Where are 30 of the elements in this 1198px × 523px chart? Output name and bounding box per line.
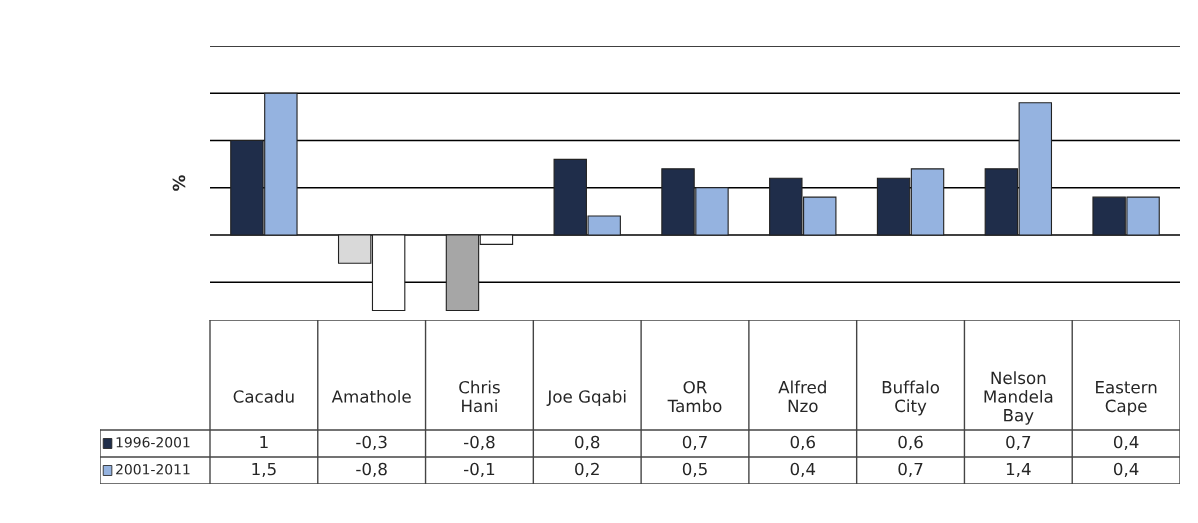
x-tick-label: Alfred Nzo [778, 380, 826, 413]
data-label: 0,4 [790, 462, 816, 478]
data-label: 0,7 [898, 462, 923, 478]
data-label: 0,7 [682, 435, 707, 451]
data-label: 0,7 [1006, 435, 1031, 451]
x-tick-label: Nelson Mandela Bay [984, 371, 1053, 425]
data-label: 0,2 [575, 462, 599, 478]
data-label: 0,4 [1113, 462, 1139, 478]
data-label: 1,5 [252, 462, 276, 478]
data-label: 1,4 [1006, 462, 1031, 478]
x-tick-label: OR Tambo [667, 380, 722, 413]
legend-label: 2001-2011 [116, 464, 190, 475]
legend-label: 1996-2001 [116, 437, 190, 448]
data-label: 0,4 [1113, 435, 1139, 451]
data-label: -0,8 [464, 435, 495, 451]
data-label: 0,5 [682, 462, 707, 478]
data-label: 0,6 [790, 435, 815, 451]
x-tick-label: Buffalo City [882, 380, 940, 416]
data-label: 0,6 [898, 435, 923, 451]
x-tick-label: Eastern Cape [1096, 381, 1157, 416]
x-tick-label: Chris Hani [459, 380, 500, 413]
data-label: 1 [260, 435, 268, 449]
x-tick-label: Cacadu [233, 389, 294, 403]
data-label: 0,8 [575, 435, 600, 451]
data-label: -0,8 [356, 462, 387, 478]
x-tick-label: Amathole [331, 389, 411, 403]
y-axis-title: % [172, 175, 186, 191]
x-tick-label: Joe Gqabi [546, 389, 626, 407]
data-label: -0,1 [464, 462, 495, 478]
data-label: -0,3 [356, 435, 387, 451]
